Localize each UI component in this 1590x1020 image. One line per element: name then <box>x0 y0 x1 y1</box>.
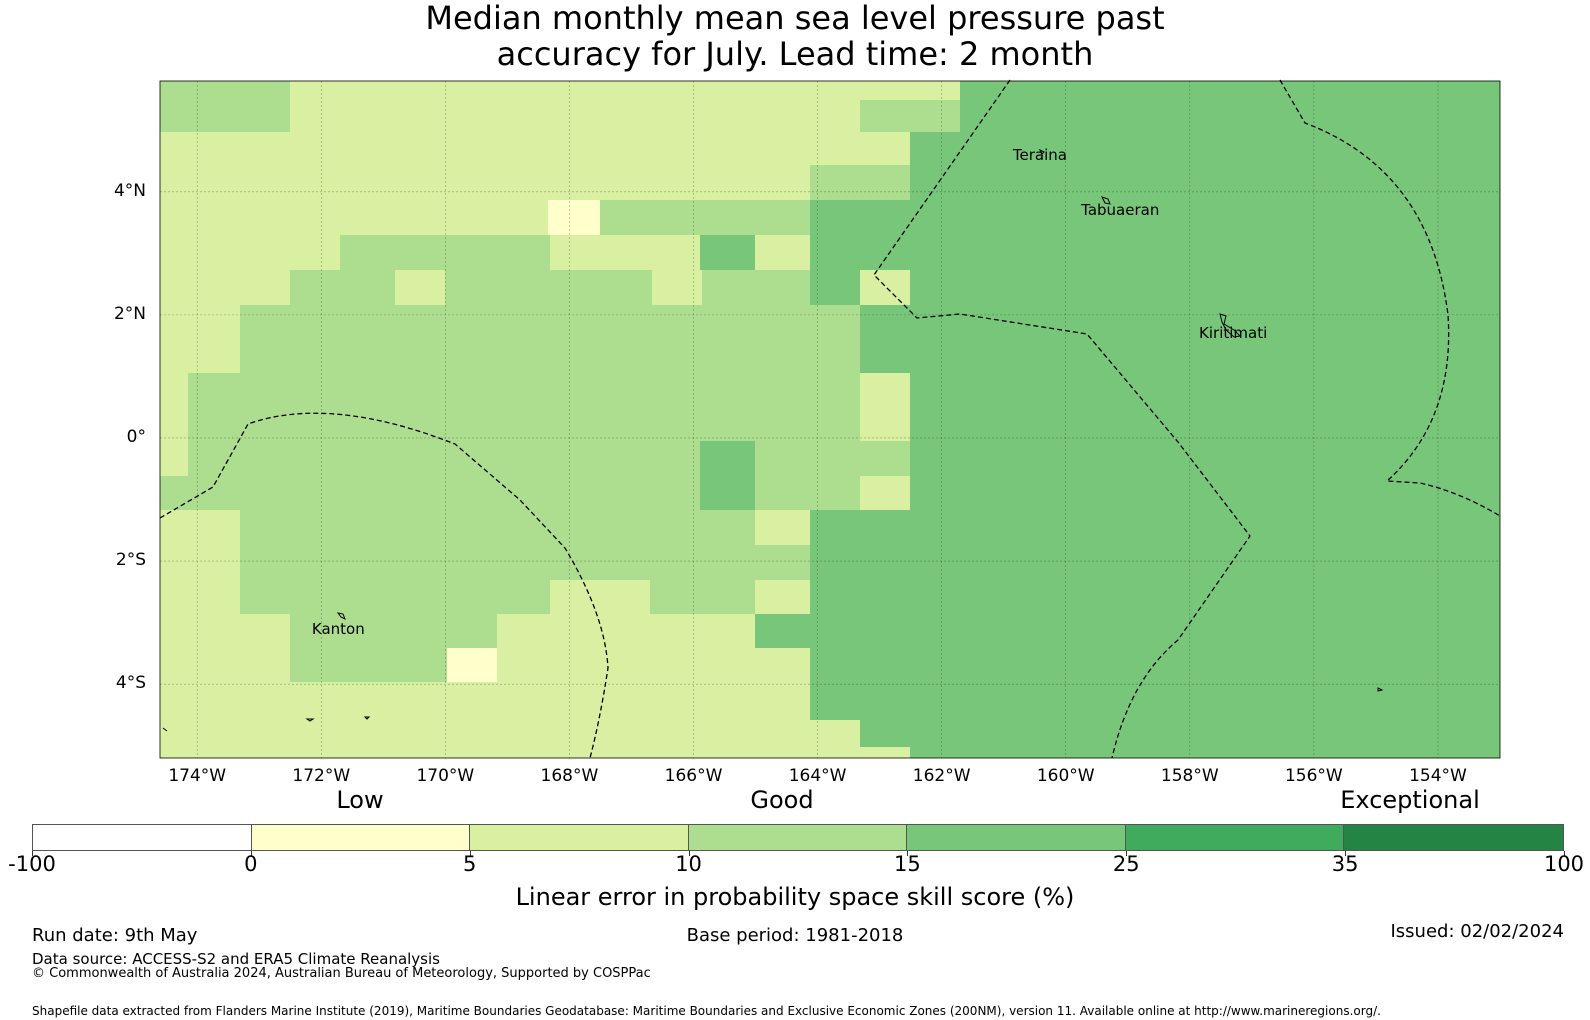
tabuaeran-island-outline <box>1101 196 1111 205</box>
longitude-tick-label: 166°W <box>664 766 723 786</box>
colorbar-bin <box>470 825 689 850</box>
map-frame <box>159 80 1501 759</box>
longitude-tick-label: 172°W <box>292 766 351 786</box>
colorbar-tick-mark <box>1126 851 1128 856</box>
copyright-notice: © Commonwealth of Australia 2024, Austra… <box>32 966 651 981</box>
colorbar-tick-mark <box>1564 851 1565 856</box>
colorbar-tick-mark <box>688 851 690 856</box>
score-region-5-10 <box>652 270 702 305</box>
score-region-10-15 <box>160 81 960 682</box>
place-label: Teraina <box>1012 145 1067 164</box>
colorbar-tick-label: 25 <box>1112 852 1140 876</box>
score-region-5-10 <box>395 270 445 305</box>
issued-date: Issued: 02/02/2024 <box>1390 921 1564 942</box>
map-title-line-1: Median monthly mean sea level pressure p… <box>425 0 1165 37</box>
eez-boundary-teraina-tabuaeran <box>873 79 1251 759</box>
run-date: Run date: 9th May <box>32 925 198 946</box>
colorbar-tick-mark <box>250 851 252 856</box>
colorbar-tick-label: 0 <box>244 852 258 876</box>
place-label: Kiritimati <box>1199 324 1268 343</box>
skill-score-fill-layer <box>160 81 1500 758</box>
colorbar-tick-mark <box>469 851 471 856</box>
colorbar-bin <box>688 825 908 850</box>
small-island-outline <box>1377 687 1384 692</box>
shapefile-credit: Shapefile data extracted from Flanders M… <box>32 1004 1381 1018</box>
longitude-tick-label: 160°W <box>1036 766 1095 786</box>
eez-boundary-kanton <box>159 412 609 759</box>
latitude-tick-label: 0° <box>126 426 146 447</box>
category-good: Good <box>750 786 814 814</box>
eez-boundaries <box>159 79 1501 759</box>
colorbar-tick-mark <box>32 851 33 856</box>
colorbar-label: Linear error in probability space skill … <box>515 883 1075 911</box>
longitude-tick-label: 170°W <box>416 766 475 786</box>
small-island-outline <box>363 716 371 720</box>
score-region-5-10 <box>160 132 190 372</box>
colorbar-tick-label: 10 <box>675 852 702 876</box>
colorbar-bin <box>33 825 252 850</box>
longitude-tick-label: 168°W <box>540 766 599 786</box>
colorbar-tick-mark <box>1345 851 1347 856</box>
longitude-tick-label: 154°W <box>1409 766 1467 786</box>
longitude-tick-label: 164°W <box>788 766 847 786</box>
data-source: Data source: ACCESS-S2 and ERA5 Climate … <box>32 950 440 968</box>
place-label: Tabuaeran <box>1081 201 1160 220</box>
kiritimati-island-outline <box>1219 313 1242 338</box>
base-period: Base period: 1981-2018 <box>686 925 904 946</box>
score-region-15-25 <box>700 81 1500 758</box>
small-island-outline <box>305 718 315 722</box>
colorbar-tick-label: 5 <box>463 852 477 876</box>
eez-boundary-kiritimati <box>1279 79 1501 517</box>
colorbar-tick-label: -100 <box>8 852 56 876</box>
longitude-tick-label: 174°W <box>168 766 227 786</box>
kanton-island-outline <box>336 612 346 621</box>
score-region-0-5 <box>447 648 497 682</box>
colorbar-bin <box>1125 825 1345 850</box>
longitude-tick-label: 156°W <box>1284 766 1343 786</box>
score-region-0-5 <box>548 200 600 235</box>
colorbar-bin <box>1344 825 1564 850</box>
latitude-tick-label: 4°N <box>113 180 146 201</box>
graticule-lines <box>160 81 1500 758</box>
colorbar-bin <box>251 825 471 850</box>
latitude-tick-label: 2°N <box>113 303 146 324</box>
colorbar-tick-label: 15 <box>894 852 921 876</box>
colorbar-tick-mark <box>907 851 909 856</box>
colorbar-tick-label: 100 <box>1543 852 1585 876</box>
colorbar-bin <box>907 825 1126 850</box>
map-title-line-2: accuracy for July. Lead time: 2 month <box>496 35 1094 73</box>
colorbar-tick-label: 35 <box>1331 852 1359 876</box>
colorbar <box>32 824 1564 851</box>
longitude-tick-label: 158°W <box>1160 766 1219 786</box>
longitude-tick-label: 162°W <box>912 766 971 786</box>
small-island-outline <box>162 727 168 732</box>
category-exceptional: Exceptional <box>1340 786 1480 814</box>
latitude-tick-label: 2°S <box>115 550 146 571</box>
teraina-island-outline <box>1038 148 1045 155</box>
category-low: Low <box>336 786 384 814</box>
score-region-5-10 <box>755 235 810 270</box>
place-label: Kanton <box>311 619 365 638</box>
island-outlines <box>162 148 1384 732</box>
latitude-tick-label: 4°S <box>115 673 146 694</box>
